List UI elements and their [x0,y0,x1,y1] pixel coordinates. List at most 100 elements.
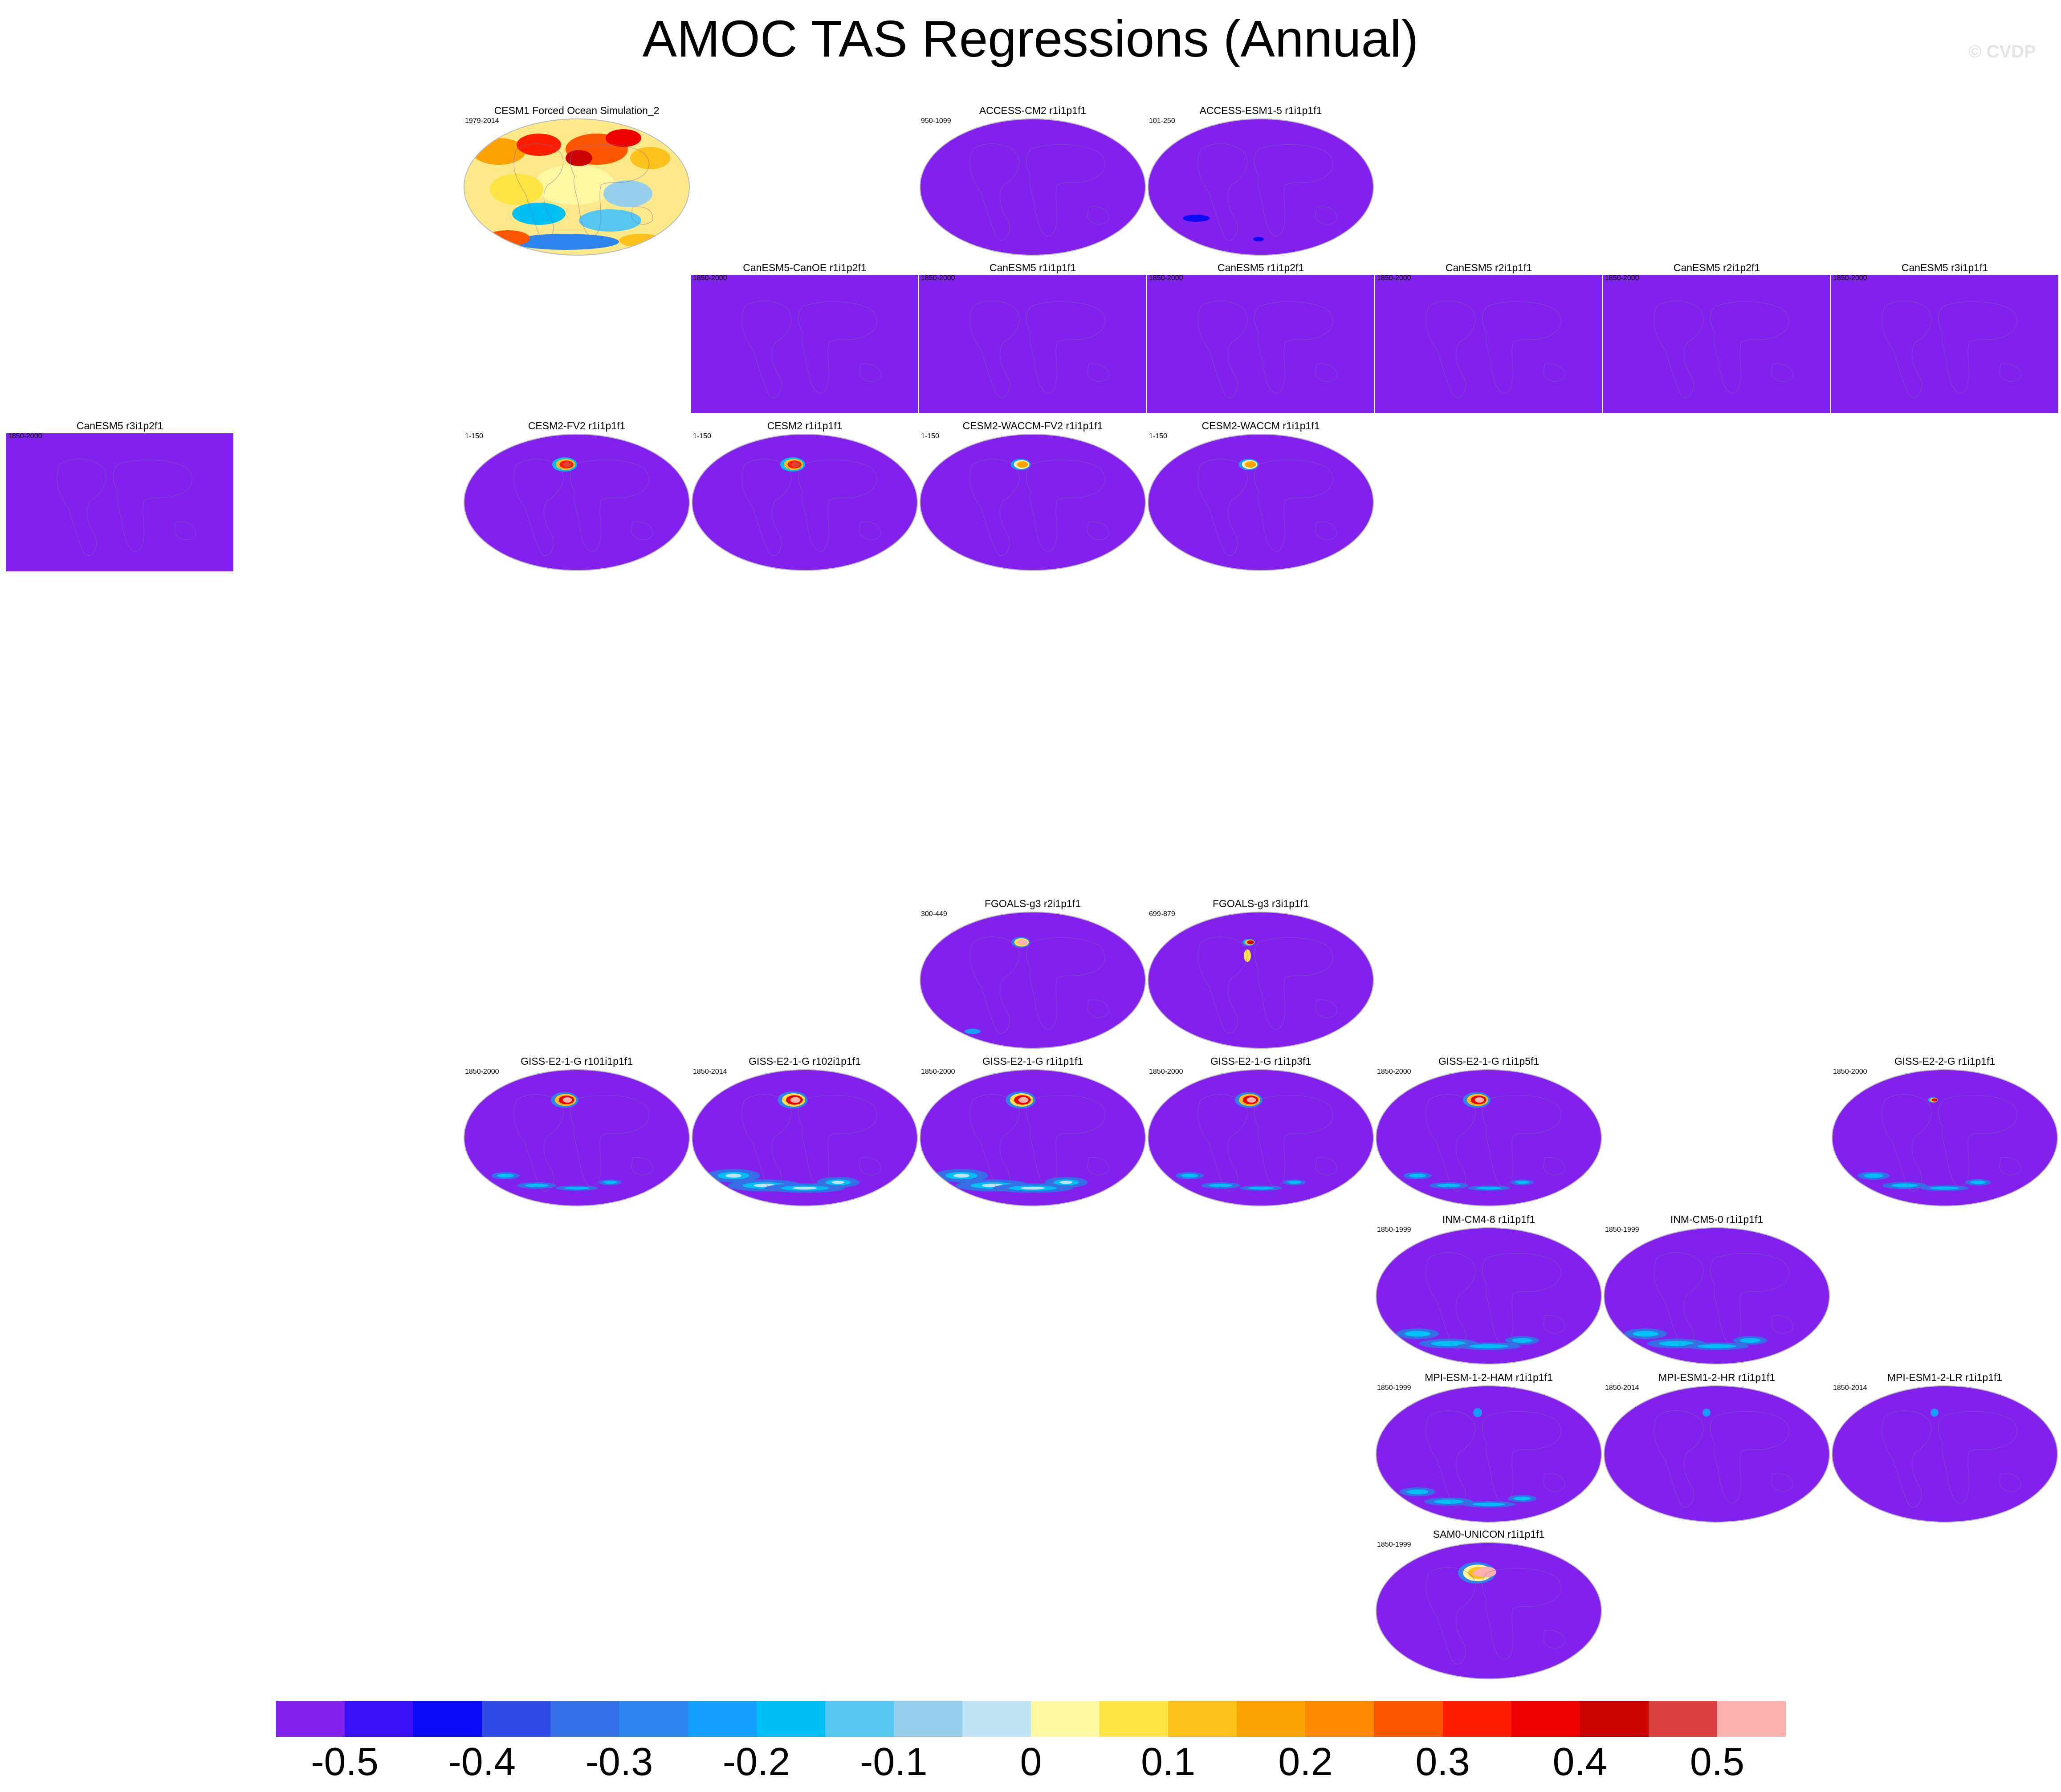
map-panel: CanESM5 r3i1p1f1 1850-2000 [1831,262,2058,413]
colorbar-swatch [1717,1701,1786,1737]
map-background [1148,434,1373,570]
map-panel: CanESM5 r2i1p1f1 1850-2000 [1375,262,1602,413]
southern-ocean-anomaly [1431,1341,1466,1346]
coastline [1543,1473,1565,1492]
panel-years: 1850-2014 [1833,1384,1867,1392]
colorbar-tick-label: -0.1 [859,1739,928,1784]
map-plot [1376,1227,1602,1364]
map-panel: GISS-E2-2-G r1i1p1f1 1850-2000 [1831,1055,2058,1207]
colorbar-swatch [1305,1701,1374,1737]
coastline [1197,301,1248,398]
panel-title: CanESM5 r1i1p2f1 [1217,262,1304,273]
north-atlantic-anomaly [563,462,572,467]
watermark: © CVDP [1968,42,2036,61]
panel-years: 1850-1999 [1377,1384,1411,1392]
page-title: AMOC TAS Regressions (Annual) [642,10,1419,68]
map-plot [920,434,1146,571]
map-background [1832,1386,2057,1522]
coastline [174,521,196,540]
colorbar-tick-label: -0.3 [585,1739,653,1784]
map-panel: CESM2-WACCM-FV2 r1i1p1f1 1-150 [919,420,1146,571]
coastline [1426,1252,1476,1350]
coastline [1254,937,1333,1030]
coastline [969,1094,1020,1192]
colorbar-tick-label: 0.4 [1552,1739,1607,1784]
map-panel: SAM0-UNICON r1i1p1f1 1850-1999 [1375,1528,1602,1680]
map-outline [1832,1385,2058,1523]
colorbar-tick-label: 0.3 [1415,1739,1470,1784]
colorbar-swatch [1374,1701,1443,1737]
map-outline [1604,1385,1830,1523]
map-panel: CanESM5 r1i1p1f1 1850-2000 [919,262,1146,413]
map-panel: GISS-E2-1-G r1i1p3f1 1850-2000 [1147,1055,1374,1207]
southern-ocean-anomaly [1248,1186,1274,1190]
north-atlantic-anomaly [791,462,800,467]
map-outline [920,118,1146,256]
southern-ocean-anomaly [1864,1173,1883,1178]
panel-years: 1850-2000 [921,1068,955,1075]
map-outline [920,434,1146,571]
map-background [920,119,1145,255]
panel-years: 1850-2000 [1833,1068,1867,1075]
panel-title: MPI-ESM1-2-LR r1i1p1f1 [1887,1372,2003,1383]
panel-years: 1850-2000 [1377,1068,1411,1075]
map-plot [919,275,1146,413]
north-atlantic-anomaly [1247,940,1254,945]
north-atlantic-anomaly [1703,1409,1711,1417]
southern-ocean-anomaly [1409,1173,1426,1178]
coastline [1543,1630,1565,1649]
map-background [464,1070,689,1206]
north-atlantic-anomaly [1017,461,1028,468]
colorbar-swatch [1442,1701,1512,1737]
panel-title: MPI-ESM-1-2-HAM r1i1p1f1 [1425,1372,1553,1383]
map-plot [1604,1227,1830,1364]
panel-years: 101-250 [1149,117,1175,125]
map-outline [1148,1069,1374,1206]
map-background [920,434,1145,570]
north-atlantic-anomaly [790,1097,801,1103]
map-outline [692,1069,918,1206]
map-outline [1376,1385,1602,1523]
coastline [1197,937,1248,1034]
map-panel: MPI-ESM1-2-LR r1i1p1f1 1850-2014 [1831,1372,2058,1523]
map-plot [464,1069,690,1206]
map-background [1376,1070,1601,1206]
temperature-anomaly [606,129,641,147]
map-background [1148,1070,1373,1206]
coastline [1771,1315,1793,1334]
coastline [1882,301,1932,398]
map-background [1375,275,1602,413]
coastline [1315,363,1337,382]
panel-years: 1-150 [921,432,939,440]
colorbar-tick-label: -0.4 [448,1739,516,1784]
north-atlantic-anomaly [1473,1408,1482,1417]
southern-ocean-anomaly [1021,1186,1045,1190]
panel-years: 1850-2000 [921,274,955,282]
panel-title: CanESM5 r2i1p1f1 [1445,262,1532,273]
map-panel: CanESM5 r2i1p2f1 1850-2000 [1603,262,1830,413]
coastline [1315,521,1337,540]
map-outline [1832,1069,2058,1206]
coastline [798,1095,877,1187]
panel-years: 1850-2014 [1605,1384,1639,1392]
coastline [741,301,792,398]
coastline [513,1094,564,1192]
temperature-anomaly [534,165,615,205]
panel-years: 1850-1999 [1377,1541,1411,1548]
southern-ocean-anomaly [1511,1338,1533,1343]
coastline [570,144,649,236]
map-background [692,1070,917,1206]
coastline [1197,459,1248,556]
map-plot [1148,912,1374,1049]
map-outline [1148,118,1374,256]
map-panel: INM-CM4-8 r1i1p1f1 1850-1999 [1375,1214,1602,1365]
coastline [1254,459,1333,552]
panel-years: 1850-2000 [693,274,727,282]
map-panel: ACCESS-CM2 r1i1p1f1 950-1099 [919,105,1146,256]
coastline [1026,144,1105,236]
map-background [1376,1386,1601,1522]
coastline [1938,1411,2017,1503]
colorbar-swatch [756,1701,826,1737]
coastline [1710,1411,1789,1503]
coastline [1426,1410,1476,1508]
